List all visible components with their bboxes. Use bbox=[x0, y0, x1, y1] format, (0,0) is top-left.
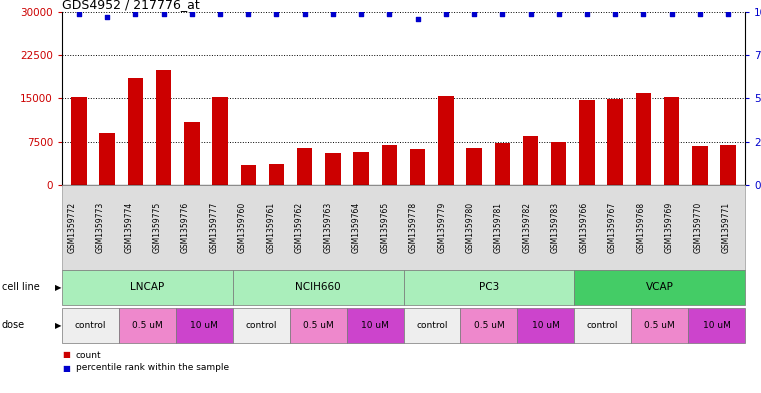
Point bbox=[355, 11, 368, 17]
Point bbox=[384, 11, 396, 17]
Point bbox=[73, 11, 85, 17]
Text: GSM1359779: GSM1359779 bbox=[437, 202, 446, 253]
Text: 0.5 uM: 0.5 uM bbox=[645, 321, 675, 330]
Text: PC3: PC3 bbox=[479, 283, 499, 292]
Point bbox=[694, 11, 706, 17]
Point bbox=[412, 16, 424, 22]
Point bbox=[722, 11, 734, 17]
Bar bbox=[240, 165, 256, 185]
Text: 0.5 uM: 0.5 uM bbox=[132, 321, 163, 330]
Text: dose: dose bbox=[2, 321, 24, 331]
Text: GSM1359780: GSM1359780 bbox=[466, 202, 475, 253]
Text: GSM1359769: GSM1359769 bbox=[665, 202, 673, 253]
Text: LNCAP: LNCAP bbox=[130, 283, 164, 292]
Text: ■: ■ bbox=[62, 364, 70, 373]
Bar bbox=[466, 147, 482, 185]
Text: GSM1359772: GSM1359772 bbox=[67, 202, 76, 253]
Bar bbox=[297, 147, 313, 185]
Text: GSM1359763: GSM1359763 bbox=[323, 202, 333, 253]
Text: GSM1359766: GSM1359766 bbox=[579, 202, 588, 253]
Bar bbox=[212, 97, 228, 185]
Text: GSM1359774: GSM1359774 bbox=[124, 202, 133, 253]
Point bbox=[214, 11, 226, 17]
Text: GSM1359778: GSM1359778 bbox=[409, 202, 418, 253]
Point bbox=[327, 11, 339, 17]
Text: ■: ■ bbox=[62, 351, 70, 360]
Point bbox=[440, 11, 452, 17]
Text: GSM1359762: GSM1359762 bbox=[295, 202, 304, 253]
Text: VCAP: VCAP bbox=[645, 283, 673, 292]
Text: 0.5 uM: 0.5 uM bbox=[473, 321, 505, 330]
Bar bbox=[72, 97, 87, 185]
Text: GSM1359781: GSM1359781 bbox=[494, 202, 503, 253]
Point bbox=[552, 11, 565, 17]
Bar bbox=[381, 145, 397, 185]
Bar bbox=[184, 121, 199, 185]
Bar bbox=[156, 70, 171, 185]
Point bbox=[270, 11, 282, 17]
Text: ▶: ▶ bbox=[55, 321, 62, 330]
Point bbox=[666, 11, 678, 17]
Point bbox=[129, 11, 142, 17]
Text: GSM1359773: GSM1359773 bbox=[96, 202, 105, 253]
Point bbox=[101, 14, 113, 20]
Point bbox=[581, 11, 593, 17]
Bar bbox=[100, 133, 115, 185]
Bar bbox=[721, 145, 736, 185]
Point bbox=[496, 11, 508, 17]
Text: GSM1359777: GSM1359777 bbox=[209, 202, 218, 253]
Bar bbox=[607, 99, 623, 185]
Bar bbox=[128, 78, 143, 185]
Text: control: control bbox=[587, 321, 619, 330]
Text: control: control bbox=[75, 321, 107, 330]
Text: 10 uM: 10 uM bbox=[702, 321, 731, 330]
Text: NCIH660: NCIH660 bbox=[295, 283, 341, 292]
Text: ▶: ▶ bbox=[55, 283, 62, 292]
Point bbox=[637, 11, 649, 17]
Text: GSM1359771: GSM1359771 bbox=[721, 202, 731, 253]
Bar bbox=[579, 100, 594, 185]
Text: GSM1359770: GSM1359770 bbox=[693, 202, 702, 253]
Text: GSM1359760: GSM1359760 bbox=[238, 202, 247, 253]
Point bbox=[242, 11, 254, 17]
Text: GSM1359776: GSM1359776 bbox=[181, 202, 190, 253]
Bar bbox=[410, 149, 425, 185]
Bar bbox=[353, 152, 369, 185]
Text: GSM1359775: GSM1359775 bbox=[153, 202, 161, 253]
Text: GSM1359761: GSM1359761 bbox=[266, 202, 275, 253]
Point bbox=[468, 11, 480, 17]
Bar bbox=[269, 163, 285, 185]
Text: GSM1359764: GSM1359764 bbox=[352, 202, 361, 253]
Bar bbox=[495, 143, 510, 185]
Text: 10 uM: 10 uM bbox=[361, 321, 389, 330]
Text: count: count bbox=[75, 351, 101, 360]
Point bbox=[186, 11, 198, 17]
Text: GSM1359783: GSM1359783 bbox=[551, 202, 560, 253]
Point bbox=[298, 11, 310, 17]
Bar bbox=[635, 93, 651, 185]
Text: GSM1359767: GSM1359767 bbox=[608, 202, 617, 253]
Point bbox=[609, 11, 621, 17]
Point bbox=[158, 11, 170, 17]
Bar bbox=[523, 136, 538, 185]
Bar bbox=[551, 142, 566, 185]
Text: 10 uM: 10 uM bbox=[532, 321, 560, 330]
Text: cell line: cell line bbox=[2, 283, 40, 292]
Bar bbox=[325, 153, 341, 185]
Bar bbox=[438, 95, 454, 185]
Text: GSM1359768: GSM1359768 bbox=[636, 202, 645, 253]
Text: GSM1359782: GSM1359782 bbox=[523, 202, 532, 253]
Text: GDS4952 / 217776_at: GDS4952 / 217776_at bbox=[62, 0, 199, 11]
Text: GSM1359765: GSM1359765 bbox=[380, 202, 390, 253]
Text: control: control bbox=[416, 321, 447, 330]
Text: 0.5 uM: 0.5 uM bbox=[303, 321, 333, 330]
Text: 10 uM: 10 uM bbox=[190, 321, 218, 330]
Text: control: control bbox=[246, 321, 277, 330]
Bar bbox=[692, 146, 708, 185]
Text: percentile rank within the sample: percentile rank within the sample bbox=[75, 364, 229, 373]
Point bbox=[524, 11, 537, 17]
Bar bbox=[664, 97, 680, 185]
